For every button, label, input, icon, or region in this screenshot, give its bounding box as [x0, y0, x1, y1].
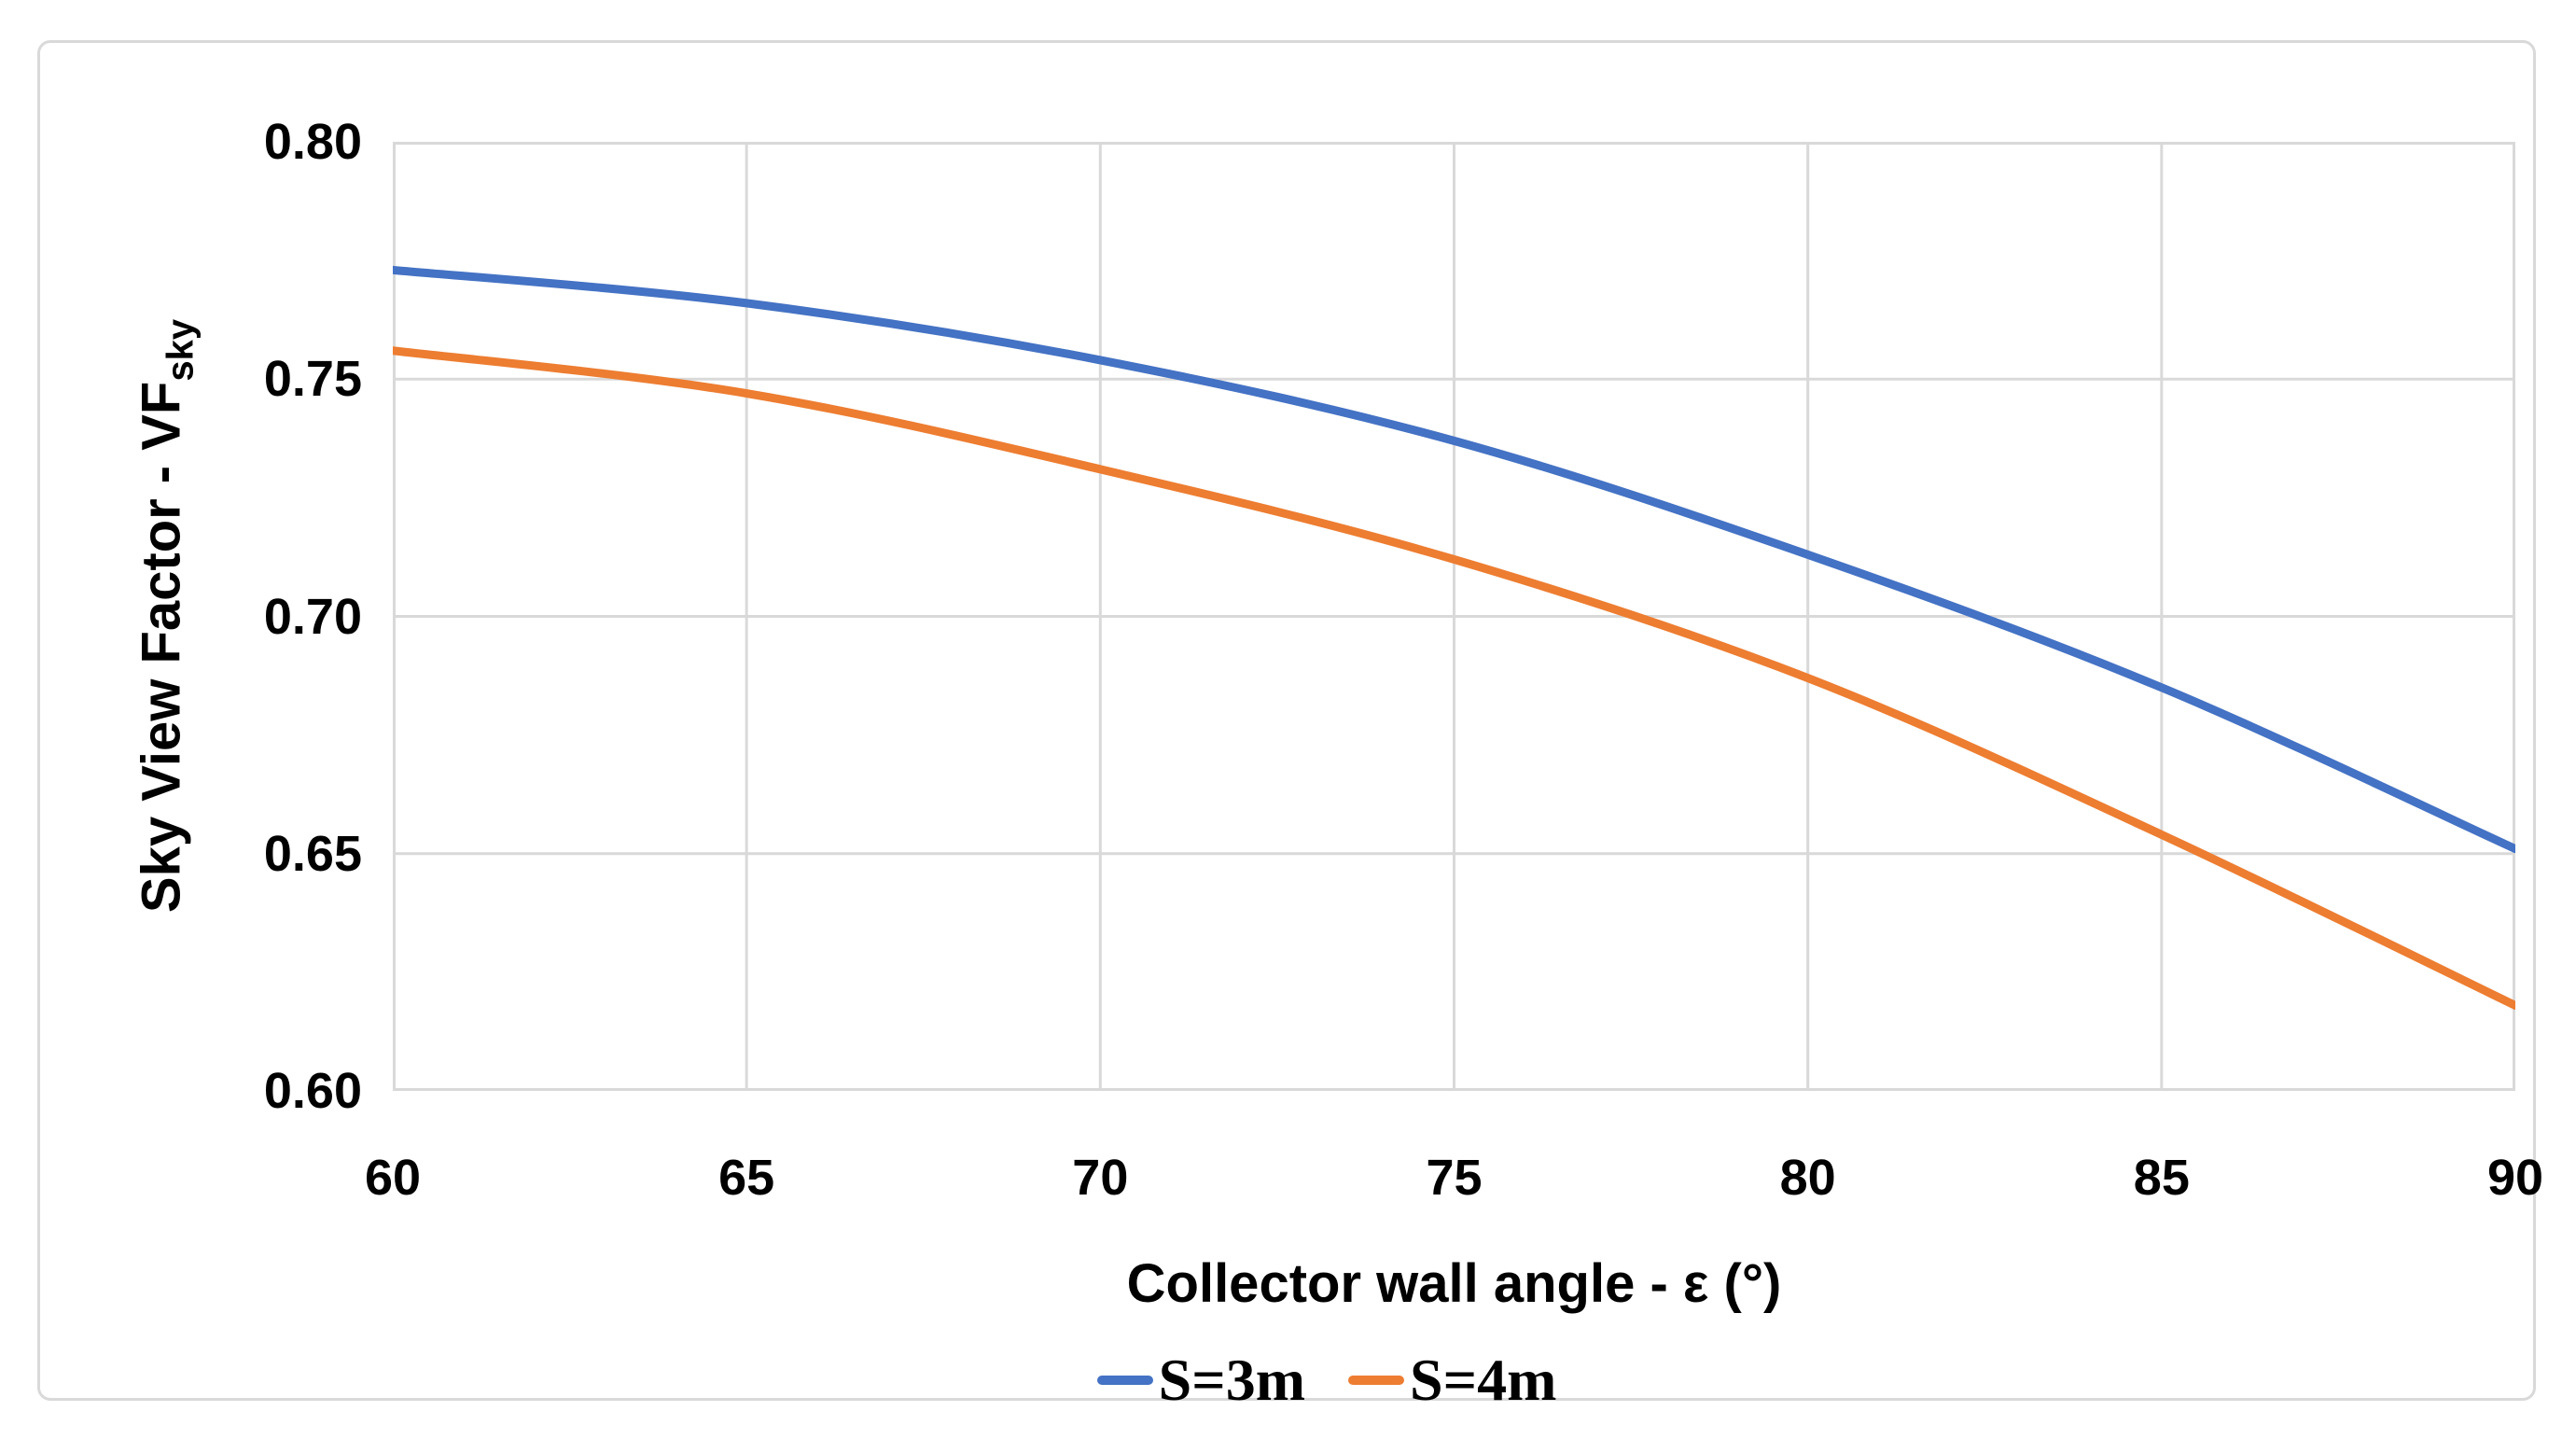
y-tick-label: 0.80 — [263, 114, 362, 170]
legend-item: S=4m — [1348, 1348, 1556, 1413]
y-tick-label: 0.75 — [263, 351, 362, 408]
x-tick-label: 65 — [718, 1150, 775, 1206]
series-line-s3m — [393, 265, 2515, 854]
x-tick-label: 70 — [1072, 1150, 1129, 1206]
x-axis-title: Collector wall angle - ε (°) — [1126, 1253, 1782, 1314]
chart-frame: Sky View Factor - VFsky 0.80 0.75 0.70 0.65… — [37, 40, 2543, 1413]
x-tick-label: 75 — [1426, 1150, 1483, 1206]
legend-label: S=3m — [1158, 1347, 1305, 1413]
legend: S=3m S=4m — [77, 1348, 2576, 1413]
x-tick-label: 60 — [364, 1150, 422, 1206]
legend-label: S=4m — [1410, 1347, 1557, 1413]
y-tick-label: 0.65 — [263, 825, 362, 882]
y-tick-label: 0.60 — [263, 1063, 362, 1119]
y-tick-label: 0.70 — [263, 588, 362, 645]
x-tick-label: 90 — [2486, 1150, 2544, 1206]
legend-marker-icon — [1096, 1376, 1153, 1385]
plot-area — [393, 142, 2515, 1091]
y-axis-title-subscript: sky — [160, 318, 202, 382]
legend-marker-icon — [1348, 1376, 1404, 1385]
plot-border — [393, 142, 2515, 1091]
y-axis-title-text: Sky View Factor - VF — [131, 381, 192, 914]
plot-svg — [393, 142, 2515, 1091]
series-line-s4m — [393, 346, 2515, 1010]
legend-item: S=3m — [1096, 1347, 1305, 1413]
y-axis-title: Sky View Factor - VFsky — [131, 319, 202, 913]
x-tick-label: 80 — [1779, 1150, 1836, 1206]
x-tick-label: 85 — [2133, 1150, 2190, 1206]
